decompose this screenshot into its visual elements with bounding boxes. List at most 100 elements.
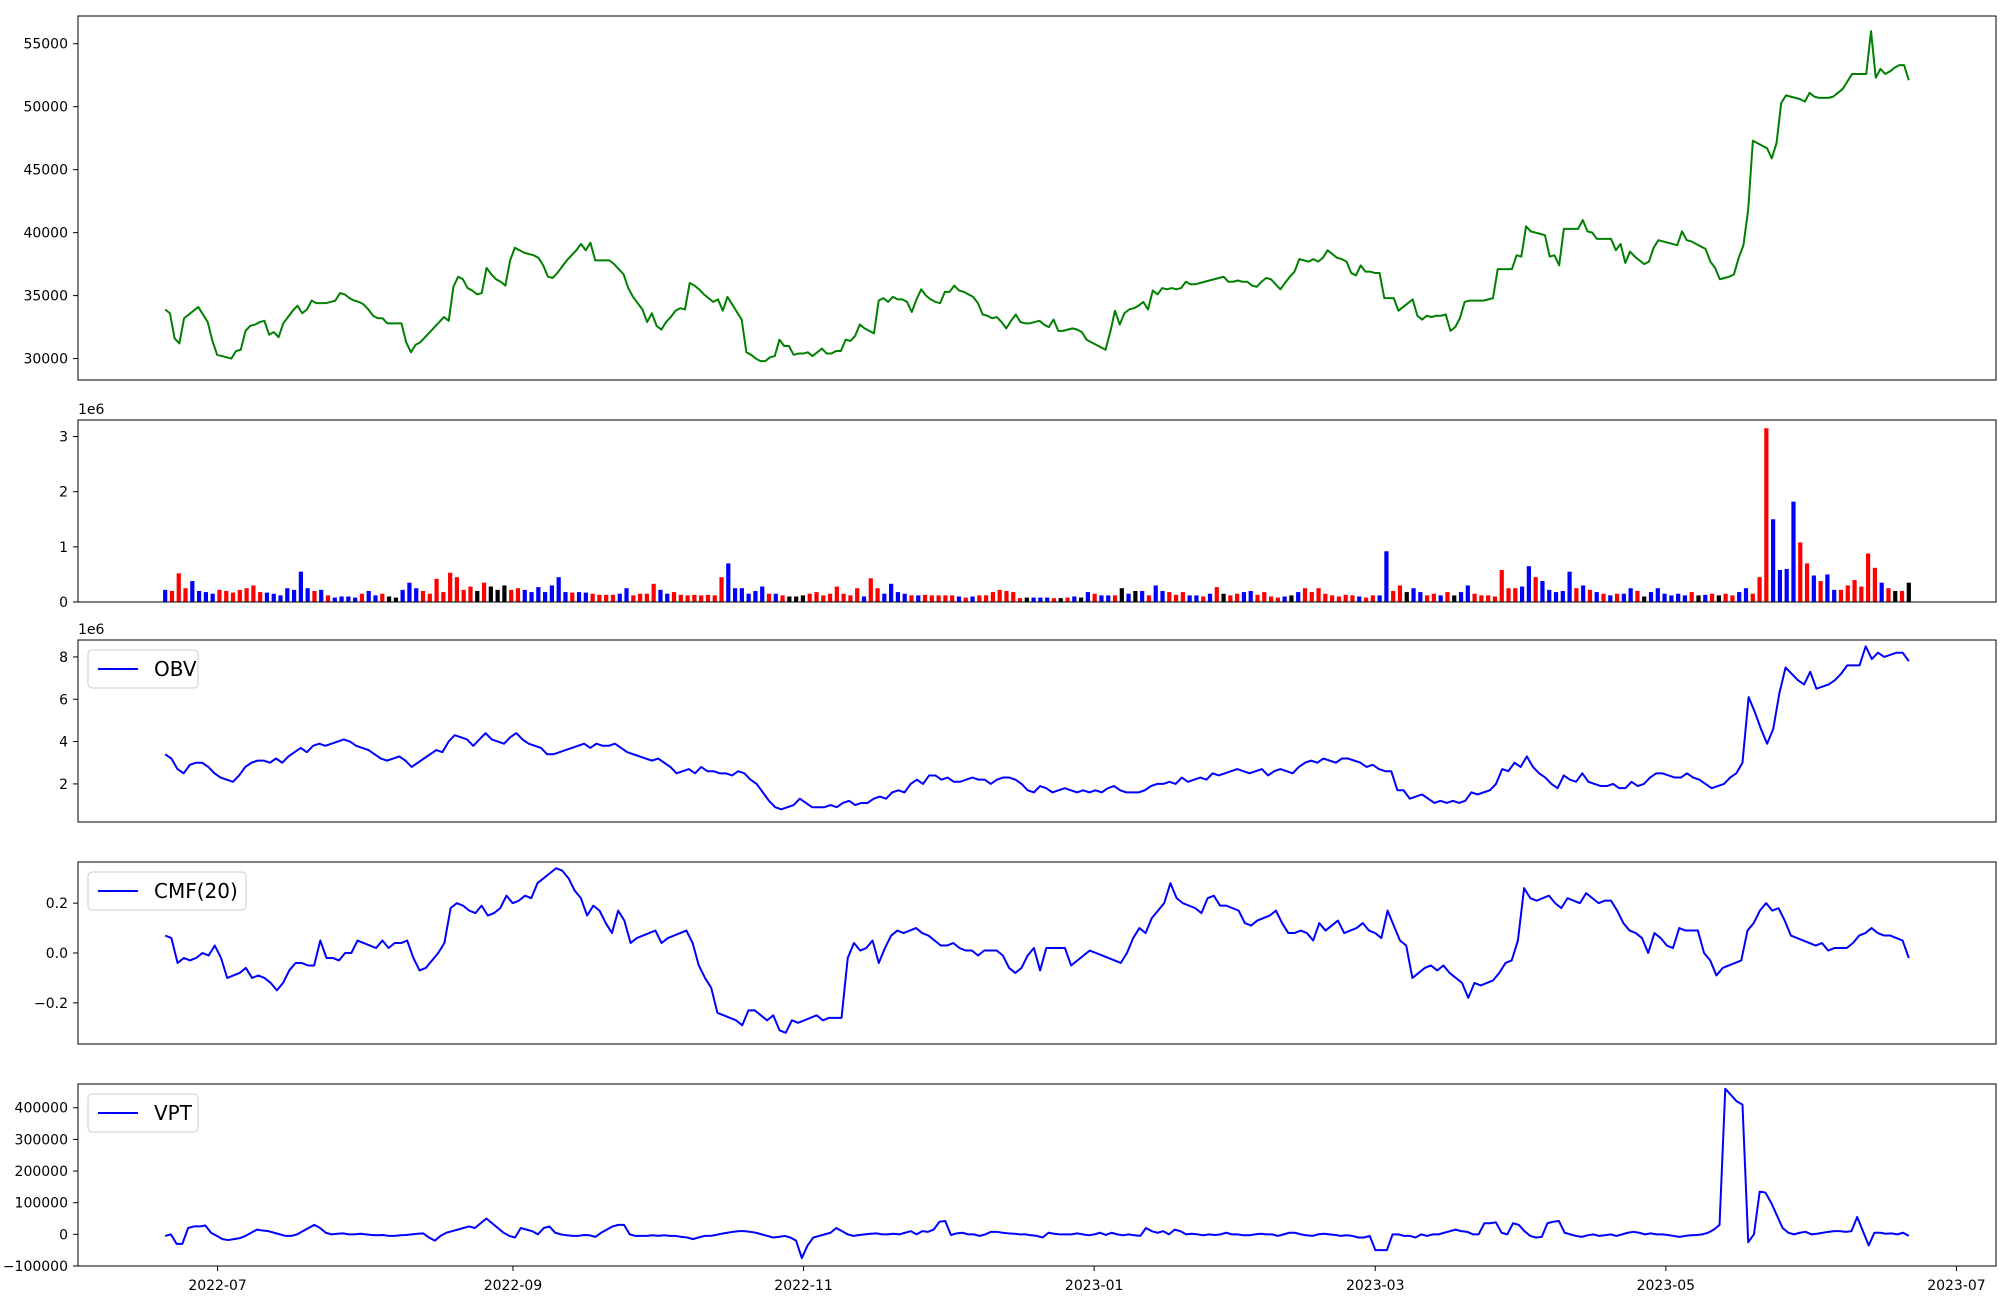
volume-bar bbox=[1601, 593, 1606, 602]
volume-bar bbox=[760, 586, 765, 602]
volume-bar bbox=[1363, 597, 1369, 602]
volume-bar bbox=[1513, 588, 1518, 602]
volume-bar bbox=[617, 593, 622, 602]
volume-bar bbox=[258, 592, 263, 602]
axes-frame bbox=[77, 861, 1997, 1045]
volume-bar bbox=[1526, 566, 1531, 602]
volume-bar bbox=[1268, 596, 1274, 602]
volume-bar bbox=[414, 588, 419, 602]
volume-bar bbox=[169, 590, 175, 602]
volume-bar bbox=[427, 593, 432, 602]
volume-bar bbox=[570, 592, 575, 602]
volume-bar bbox=[522, 589, 527, 602]
volume-bar bbox=[956, 596, 962, 602]
volume-bar bbox=[1560, 590, 1565, 602]
volume-bar bbox=[827, 593, 833, 602]
legend-label: OBV bbox=[154, 657, 197, 681]
volume-bar bbox=[1709, 593, 1715, 602]
volume-bar bbox=[834, 586, 839, 602]
volume-bar bbox=[1031, 597, 1036, 602]
legend-box bbox=[87, 871, 247, 911]
volume-bar bbox=[1411, 588, 1416, 602]
volume-bar bbox=[719, 577, 724, 602]
volume-bar bbox=[1621, 593, 1626, 602]
volume-bar bbox=[1289, 595, 1294, 602]
volume-bar bbox=[475, 590, 480, 602]
volume-bar bbox=[997, 589, 1002, 602]
volume-bar bbox=[1519, 586, 1525, 602]
volume-bar bbox=[814, 592, 819, 602]
series-line-vpt bbox=[164, 1087, 1910, 1260]
volume-bar bbox=[1180, 592, 1185, 602]
volume-bar bbox=[1452, 595, 1457, 602]
volume-bar bbox=[1024, 597, 1029, 602]
volume-bar bbox=[1458, 592, 1464, 602]
volume-bar bbox=[583, 592, 588, 602]
volume-bar bbox=[1187, 595, 1192, 602]
y-tick-label: 6 bbox=[59, 692, 68, 708]
volume-bar bbox=[400, 589, 405, 602]
volume-bar bbox=[312, 590, 317, 602]
volume-bar bbox=[1587, 589, 1593, 602]
y-tick-label: 0.2 bbox=[46, 896, 68, 912]
volume-bar bbox=[1866, 553, 1871, 602]
volume-bar bbox=[1404, 592, 1409, 602]
volume-bar bbox=[753, 590, 758, 602]
volume-bar bbox=[366, 590, 371, 602]
volume-bar bbox=[1825, 574, 1830, 602]
volume-bar bbox=[1682, 595, 1688, 602]
panel-price: 30000 35000 40000 45000 50000 55000 bbox=[23, 15, 1997, 381]
volume-bar bbox=[1791, 501, 1796, 602]
volume-bar bbox=[1357, 596, 1362, 602]
volume-bar bbox=[1160, 590, 1165, 602]
volume-bar bbox=[882, 593, 887, 602]
volume-bar bbox=[502, 585, 507, 602]
volume-bar bbox=[197, 590, 202, 602]
volume-bar bbox=[1472, 593, 1477, 602]
y-tick-label: 400000 bbox=[15, 1101, 68, 1117]
volume-bar bbox=[1201, 596, 1206, 602]
volume-bar bbox=[1669, 595, 1674, 602]
volume-bar bbox=[1737, 592, 1742, 602]
legend-box bbox=[87, 1093, 199, 1133]
y-tick-label: 30000 bbox=[23, 352, 68, 368]
volume-bar bbox=[271, 593, 276, 602]
volume-bar bbox=[732, 588, 738, 602]
volume-bar bbox=[1581, 585, 1586, 602]
volume-bar bbox=[332, 597, 337, 602]
legend: VPT bbox=[87, 1093, 199, 1133]
volume-bar bbox=[1336, 596, 1342, 602]
volume-bar bbox=[1628, 588, 1633, 602]
axes-frame bbox=[77, 639, 1997, 823]
volume-bar bbox=[936, 595, 941, 602]
volume-bar bbox=[441, 592, 446, 602]
y-tick-label: 45000 bbox=[23, 163, 68, 179]
volume-bar bbox=[1716, 595, 1721, 602]
volume-bar bbox=[889, 583, 894, 602]
volume-bar bbox=[1906, 582, 1911, 602]
volume-bar bbox=[461, 589, 466, 602]
volume-bar bbox=[766, 593, 772, 602]
volume-bar bbox=[665, 593, 670, 602]
volume-bar bbox=[902, 593, 907, 602]
y-tick-label: 8 bbox=[59, 650, 68, 666]
legend-label: VPT bbox=[154, 1101, 193, 1125]
y-tick-label: 35000 bbox=[23, 289, 68, 305]
volume-bar bbox=[1730, 595, 1735, 602]
y-tick-label: 0 bbox=[59, 1227, 68, 1243]
volume-bar bbox=[895, 592, 901, 602]
volume-bar bbox=[1777, 570, 1783, 602]
volume-bar bbox=[977, 595, 982, 602]
volume-bar bbox=[671, 592, 677, 602]
volume-bar bbox=[1811, 575, 1816, 602]
volume-bar bbox=[1567, 571, 1572, 602]
volume-bar bbox=[984, 595, 989, 602]
x-tick-label: 2022-11 bbox=[774, 1278, 833, 1294]
volume-bar bbox=[1262, 592, 1267, 602]
volume-bar bbox=[1194, 595, 1199, 602]
volume-bar bbox=[563, 592, 568, 602]
volume-bar bbox=[807, 593, 812, 602]
volume-bar bbox=[353, 597, 358, 602]
volume-bar bbox=[1112, 595, 1118, 602]
